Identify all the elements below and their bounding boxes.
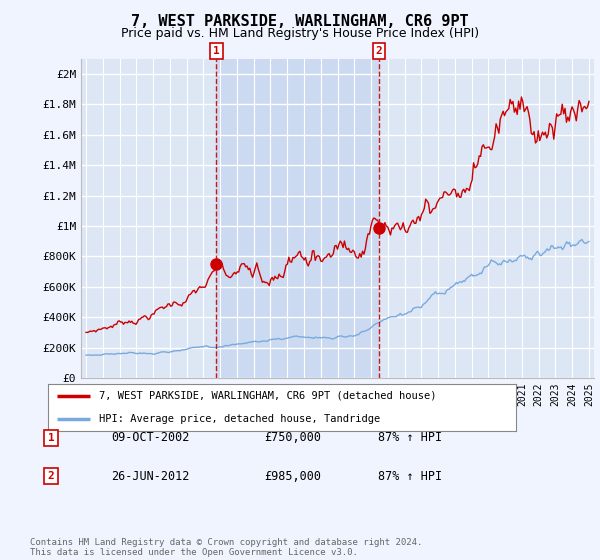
Text: 87% ↑ HPI: 87% ↑ HPI	[378, 431, 442, 445]
Text: 87% ↑ HPI: 87% ↑ HPI	[378, 469, 442, 483]
Text: HPI: Average price, detached house, Tandridge: HPI: Average price, detached house, Tand…	[100, 414, 381, 424]
Text: 1: 1	[213, 46, 220, 56]
Text: Contains HM Land Registry data © Crown copyright and database right 2024.
This d: Contains HM Land Registry data © Crown c…	[30, 538, 422, 557]
Text: 7, WEST PARKSIDE, WARLINGHAM, CR6 9PT (detached house): 7, WEST PARKSIDE, WARLINGHAM, CR6 9PT (d…	[100, 390, 437, 400]
Text: 7, WEST PARKSIDE, WARLINGHAM, CR6 9PT: 7, WEST PARKSIDE, WARLINGHAM, CR6 9PT	[131, 14, 469, 29]
Text: Price paid vs. HM Land Registry's House Price Index (HPI): Price paid vs. HM Land Registry's House …	[121, 27, 479, 40]
Text: £985,000: £985,000	[264, 469, 321, 483]
Text: 09-OCT-2002: 09-OCT-2002	[111, 431, 190, 445]
Text: 2: 2	[47, 471, 55, 481]
Text: 26-JUN-2012: 26-JUN-2012	[111, 469, 190, 483]
Bar	[217, 59, 379, 378]
Text: 2: 2	[376, 46, 383, 56]
Text: £750,000: £750,000	[264, 431, 321, 445]
Text: 1: 1	[47, 433, 55, 443]
